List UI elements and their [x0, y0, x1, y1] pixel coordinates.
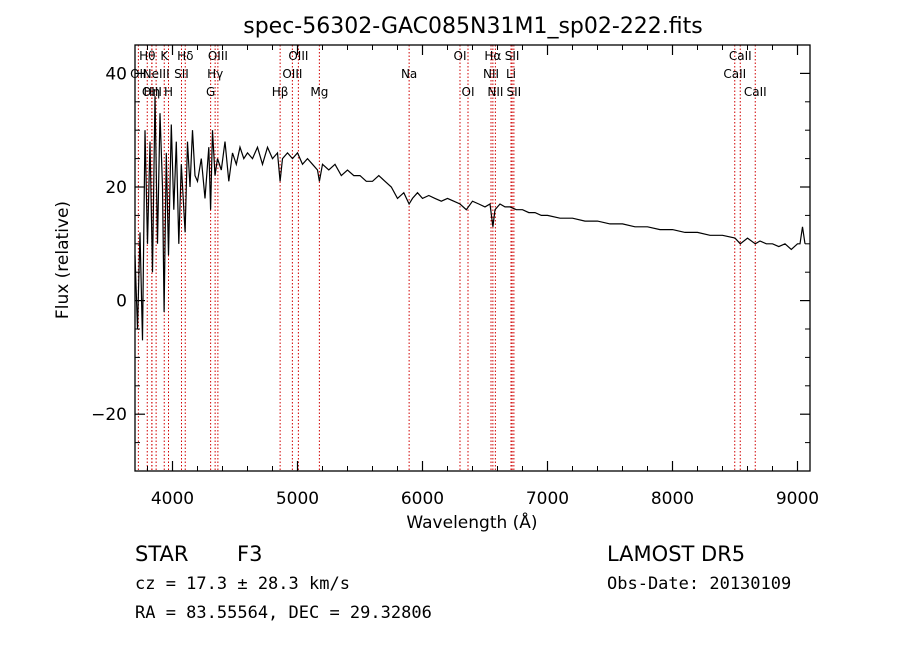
line-marker-label-5: K — [160, 49, 169, 63]
survey-name: LAMOST DR5 — [607, 542, 745, 566]
line-marker-label-12: Hβ — [272, 85, 289, 99]
y-tick-label-0: −20 — [91, 405, 127, 425]
object-class: STAR — [135, 542, 188, 566]
spectral-line-markers — [137, 45, 756, 471]
line-marker-label-22: Li — [506, 67, 516, 81]
x-tick-label-1: 5000 — [276, 489, 319, 509]
y-axis-label: Flux (relative) — [53, 201, 73, 319]
y-tick-label-1: 0 — [116, 292, 127, 312]
line-marker-label-3: Hη — [144, 85, 161, 99]
redshift-velocity: cz = 17.3 ± 28.3 km/s — [135, 574, 350, 594]
line-marker-label-24: SII — [507, 85, 522, 99]
line-marker-label-26: CaII — [729, 49, 752, 63]
ra-dec: RA = 83.55564, DEC = 29.32806 — [135, 603, 432, 623]
line-marker-label-7: SII — [174, 67, 189, 81]
line-marker-label-15: Mg — [310, 85, 328, 99]
line-marker-label-18: OI — [462, 85, 475, 99]
line-marker-label-9: G — [206, 85, 215, 99]
line-marker-label-11: OIII — [208, 49, 228, 63]
axis-tick-labels: 4000 5000 6000 7000 8000 9000 −20 0 20 40 — [91, 64, 819, 509]
spectral-line-labels: OIIHθOIIIHηNeIIIKHSIIHδGHγOIIIHβOIIIOIII… — [130, 49, 767, 99]
y-tick-label-3: 40 — [105, 64, 127, 84]
line-marker-label-13: OIII — [282, 67, 302, 81]
line-marker-label-2: OIII — [142, 85, 162, 99]
line-marker-label-14: OIII — [288, 49, 308, 63]
plot-frame — [134, 44, 811, 472]
y-tick-label-2: 20 — [105, 178, 127, 198]
axis-ticks — [135, 44, 810, 472]
line-marker-label-6: H — [164, 85, 173, 99]
line-marker-label-4: NeIII — [143, 67, 170, 81]
x-tick-label-2: 6000 — [401, 489, 444, 509]
x-tick-label-0: 4000 — [151, 489, 194, 509]
line-marker-label-8: Hδ — [177, 49, 193, 63]
line-marker-label-1: Hθ — [139, 49, 155, 63]
line-marker-label-23: SII — [505, 49, 520, 63]
line-marker-label-17: OI — [454, 49, 467, 63]
observation-date: Obs-Date: 20130109 — [607, 574, 791, 594]
line-marker-label-16: Na — [401, 67, 417, 81]
line-marker-label-21: NII — [487, 85, 503, 99]
line-marker-label-19: NII — [483, 67, 499, 81]
x-tick-label-4: 8000 — [651, 489, 694, 509]
x-tick-label-5: 9000 — [776, 489, 819, 509]
spectrum-line — [134, 96, 806, 341]
line-marker-label-10: Hγ — [207, 67, 223, 81]
x-tick-label-3: 7000 — [526, 489, 569, 509]
chart-title: spec-56302-GAC085N31M1_sp02-222.fits — [243, 14, 703, 39]
object-subclass: F3 — [237, 542, 262, 566]
line-marker-label-25: CaII — [723, 67, 746, 81]
x-axis-label: Wavelength (Å) — [406, 511, 537, 533]
line-marker-label-20: Hα — [484, 49, 501, 63]
line-marker-label-27: CaII — [744, 85, 767, 99]
